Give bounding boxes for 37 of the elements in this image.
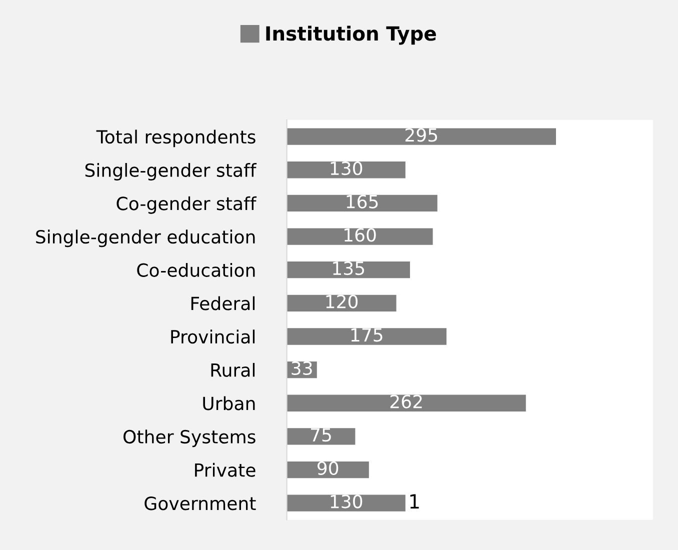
y-tick-label: Private <box>195 462 256 477</box>
bar <box>286 162 406 178</box>
bar <box>286 128 556 145</box>
y-tick-label: Single-gender education <box>36 230 255 248</box>
bar <box>286 394 526 412</box>
y-tick-label: Single-gender staff <box>85 163 257 180</box>
bar <box>286 294 396 312</box>
y-tick-label: Urban <box>203 396 255 410</box>
data-label: 262 <box>390 394 422 408</box>
data-label: 75 <box>311 428 331 442</box>
y-tick-label: Co-education <box>137 262 255 277</box>
data-label: 90 <box>318 461 338 476</box>
y-tick-label: Other Systems <box>124 430 256 448</box>
data-label: 135 <box>333 261 364 276</box>
data-label: 175 <box>351 328 382 342</box>
data-label: 120 <box>326 294 358 308</box>
y-tick-label: Total respondents <box>96 130 256 148</box>
bar <box>286 228 433 245</box>
bar <box>286 194 438 212</box>
data-label: 33 <box>292 361 312 376</box>
data-label: 165 <box>346 194 378 208</box>
data-label: 295 <box>405 128 438 142</box>
data-label: 160 <box>344 228 376 242</box>
bar <box>286 428 356 445</box>
y-tick-label: Government <box>144 496 256 510</box>
y-tick-label: Rural <box>211 362 255 377</box>
bar <box>286 328 446 345</box>
y-tick-label: Provincial <box>171 330 255 344</box>
legend-label: Institution Type <box>266 26 436 45</box>
bar <box>286 494 406 512</box>
bar <box>286 461 369 478</box>
annotation: 1 <box>410 494 419 508</box>
data-label: 130 <box>330 161 362 176</box>
bar <box>286 262 410 278</box>
y-tick-label: Co-gender staff <box>116 196 257 214</box>
y-tick-label: Federal <box>191 296 255 310</box>
data-label: 130 <box>330 494 362 508</box>
